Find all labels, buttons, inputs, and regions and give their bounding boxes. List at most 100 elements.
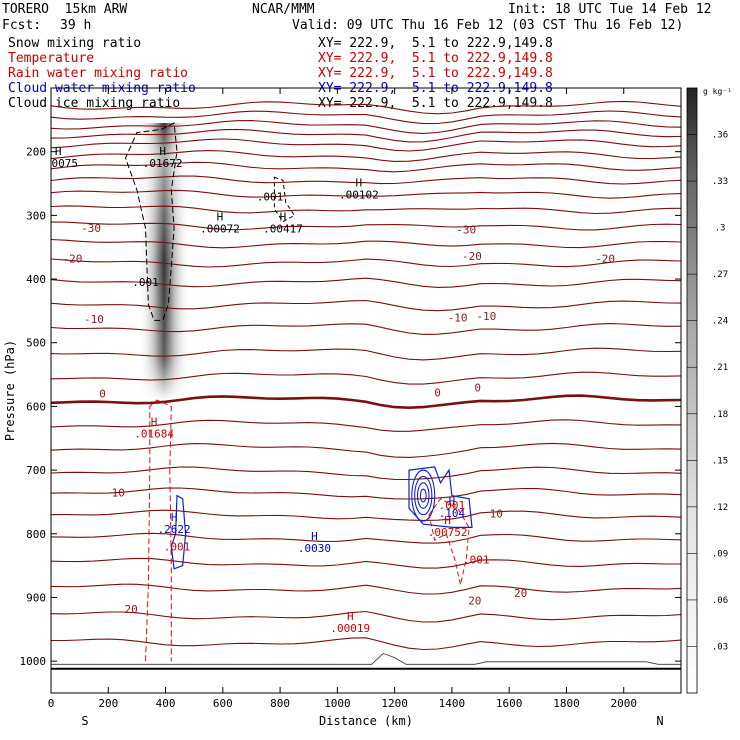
colorbar-tick-label: .24 [712,317,728,327]
isotherm-line [51,637,681,651]
isotherm-label: -10 [476,310,496,323]
contour-label: .001 [257,190,284,203]
isotherm-line [51,221,681,231]
y-tick-label: 200 [26,146,46,159]
y-tick-label: 300 [26,209,46,222]
isotherm-line [51,323,681,335]
maximum-value: .00072 [200,222,240,235]
maximum-value: .00075 [38,157,78,170]
colorbar [686,87,698,694]
x-tick-label: 200 [98,697,118,710]
isotherm-line [51,258,681,268]
colorbar-tick-label: .03 [712,642,728,652]
center-title: NCAR/MMM [252,2,315,17]
y-tick-label: 600 [26,400,46,413]
isotherm-line [51,532,681,544]
plot-area: -30 -30-20 -20 -20-10 -10 -100 0 01010202020H.0… [38,100,681,670]
maximum-marker: H [280,210,287,223]
x-axis-label: Distance (km) [319,714,413,728]
maximum-marker: H [159,145,166,158]
isotherm-line [51,161,681,173]
isotherm-line [51,394,681,410]
legend-field-label: Temperature [8,51,95,66]
maximum-marker: H [171,511,178,524]
isotherm-label: -10 [448,311,468,324]
rain-contour [145,399,172,662]
forecast-label: Fcst: [2,18,42,33]
maximum-marker: H [151,416,158,429]
isotherm-label: 20 [468,595,481,608]
valid-time: Valid: 09 UTC Thu 16 Feb 12 (03 CST Thu … [292,18,684,33]
cloud-water-contour-ring [411,469,436,522]
isotherm-line [51,150,681,162]
maximum-marker: H [217,210,224,223]
legend-field-label: Snow mixing ratio [8,36,142,51]
maximum-marker: H [449,495,456,508]
colorbar-tick-label: .27 [712,270,728,280]
legend-xy-range: XY= 222.9, 5.1 to 222.9,149.8 [318,36,553,51]
isotherm-label: -20 [63,253,83,266]
maximum-marker: H [444,514,451,527]
isotherm-line [51,175,681,185]
isotherm-line [51,557,681,569]
isotherm-label: -30 [456,223,476,236]
contour-label: .001 [164,541,191,554]
isotherm-line [51,371,681,385]
maximum-marker: H [311,530,318,543]
isotherm-line [51,128,681,143]
isotherm-line [51,299,681,312]
isotherm-label: 20 [125,603,138,616]
isotherm-line [51,100,681,115]
colorbar-tick-label: .3 [715,224,726,234]
south-end-label: S [81,714,88,728]
x-tick-label: 1800 [553,697,580,710]
colorbar-tick-label: .21 [712,363,728,373]
isotherm-label: -20 [595,253,615,266]
isotherm-line [51,205,681,215]
y-tick-label: 400 [26,273,46,286]
rain-contour-east [428,498,470,585]
isotherm-label: -30 [81,222,101,235]
contour-label: .001 [132,276,159,289]
x-tick-label: 1200 [381,697,408,710]
colorbar-tick-label: .33 [712,177,728,187]
maximum-value: .00102 [339,189,379,202]
cloud-water-contour-ring [416,482,430,509]
init-time: Init: 18 UTC Tue 14 Feb 12 [508,2,712,17]
isotherm-line [51,610,681,623]
colorbar-tick-label: .12 [712,503,728,513]
snow-contour-small [273,176,296,223]
maximum-value: .104 [439,507,466,520]
colorbar-tick-label: .06 [712,596,728,606]
x-tick-label: 2000 [610,697,637,710]
isotherm-label: 10 [490,507,503,520]
isotherm-line [51,238,681,249]
isotherm-line [51,110,681,125]
colorbar-tick-label: .09 [712,549,728,559]
maximum-value: .01684 [134,428,174,441]
isotherm-label: -10 [84,313,104,326]
legend-field-label: Rain water mixing ratio [8,66,189,81]
y-tick-label: 800 [26,528,46,541]
cloud-water-contour-ring [414,475,433,516]
isotherm-label: 0 [474,381,481,394]
colorbar-unit: g kg⁻¹ [703,87,732,96]
x-tick-label: 600 [213,697,233,710]
isotherm-line [51,466,681,481]
isotherm-line [51,138,681,152]
isotherm-label: 0 [434,386,441,399]
isotherm-line [51,442,681,458]
maximum-value: .00752 [428,526,468,539]
maximum-marker: H [347,610,354,623]
snow-contour [124,122,178,321]
cloud-water-contour [170,494,187,570]
isotherm-label: -20 [462,250,482,263]
y-tick-label: 900 [26,591,46,604]
x-tick-label: 1600 [496,697,523,710]
isotherm-line [51,509,681,521]
isotherm-line [51,419,681,432]
cloud-water-contour-ring [419,488,427,503]
isotherm-line [51,189,681,199]
isotherm-line [51,583,681,595]
maximum-value: .00417 [263,222,303,235]
